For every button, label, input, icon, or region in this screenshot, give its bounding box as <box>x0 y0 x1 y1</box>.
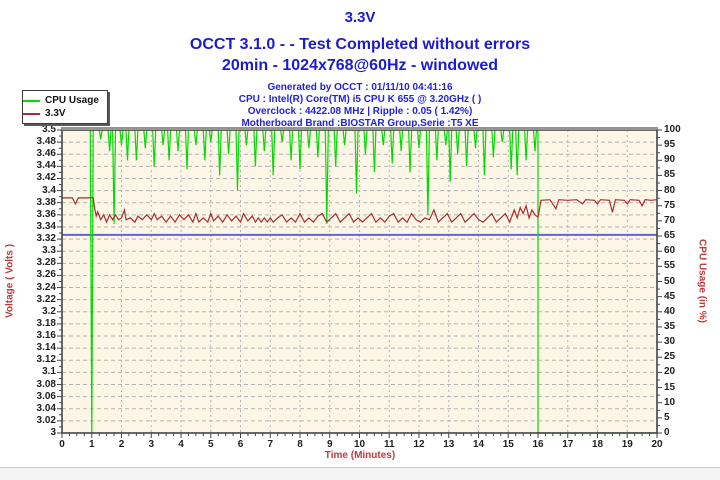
y-left-tick-label: 3.46 <box>36 148 56 160</box>
legend: CPU Usage 3.3V <box>22 90 108 124</box>
y-left-tick-label: 3.1 <box>42 366 56 378</box>
y-left-tick-label: 3.26 <box>36 269 56 281</box>
info-cpu: CPU : Intel(R) Core(TM) i5 CPU K 655 @ 3… <box>238 94 482 105</box>
y-right-tick-label: 20 <box>664 366 676 378</box>
y-right-tick-label: 0 <box>664 427 670 438</box>
y-left-tick-label: 3.32 <box>36 233 56 245</box>
y-right-tick-label: 30 <box>664 336 676 348</box>
y-right-tick-label: 90 <box>664 154 676 166</box>
info-overclock-ripple: Overclock : 4422.08 MHz | Ripple : 0.05 … <box>247 106 473 117</box>
legend-label-cpu-usage: CPU Usage <box>45 95 99 106</box>
y-right-tick-label: 10 <box>664 396 676 408</box>
y-left-tick-label: 3.08 <box>36 378 56 390</box>
y-left-tick-label: 3.04 <box>36 402 56 414</box>
y-left-tick-label: 3.16 <box>36 330 56 342</box>
legend-label-3-3v: 3.3V <box>45 108 66 119</box>
info-motherboard: Motherboard Brand :BIOSTAR Group,Serie :… <box>241 118 479 129</box>
y-right-tick-label: 60 <box>664 245 676 257</box>
y-left-tick-label: 3.12 <box>36 354 56 366</box>
y-right-tick-label: 45 <box>664 290 676 302</box>
y-right-tick-label: 80 <box>664 184 676 196</box>
chart-title: 3.3V <box>344 9 376 26</box>
x-tick-label: 20 <box>651 439 663 450</box>
y-left-tick-label: 3.34 <box>36 220 56 232</box>
y-left-tick-label: 3.38 <box>36 196 56 208</box>
y-right-tick-label: 35 <box>664 320 676 332</box>
y-left-tick-label: 3.2 <box>42 305 56 317</box>
x-tick-label: 6 <box>237 439 244 450</box>
y-right-tick-label: 55 <box>664 260 676 272</box>
cpu-usage-line-swatch <box>23 99 40 102</box>
y-left-tick-label: 3.22 <box>36 293 56 305</box>
y-right-tick-label: 95 <box>664 139 676 151</box>
voltage-line-swatch <box>23 112 40 115</box>
x-tick-label: 12 <box>413 439 425 450</box>
x-tick-label: 5 <box>207 439 214 450</box>
legend-item-3-3v: 3.3V <box>23 107 99 120</box>
y-right-tick-label: 75 <box>664 199 676 211</box>
y-right-tick-label: 65 <box>664 230 676 242</box>
y-right-tick-label: 5 <box>664 411 670 423</box>
x-tick-label: 8 <box>297 439 303 450</box>
legend-item-cpu-usage: CPU Usage <box>23 94 99 107</box>
y-left-tick-label: 3.5 <box>42 124 56 135</box>
y-left-tick-label: 3.28 <box>36 257 56 269</box>
x-tick-label: 17 <box>562 439 574 450</box>
window-bottom-edge <box>0 467 720 480</box>
test-status-line: OCCT 3.1.0 - - Test Completed without er… <box>189 36 531 53</box>
voltage-line <box>62 197 658 224</box>
y-right-tick-label: 85 <box>664 169 676 181</box>
y-right-tick-label: 25 <box>664 351 676 363</box>
y-left-tick-label: 3.4 <box>42 184 56 196</box>
x-tick-label: 14 <box>472 439 485 450</box>
y-right-tick-label: 70 <box>664 214 676 226</box>
y-left-tick-label: 3.42 <box>36 172 56 184</box>
y-left-tick-label: 3.44 <box>36 160 56 172</box>
x-tick-label: 18 <box>591 439 604 450</box>
info-generated-by: Generated by OCCT : 01/11/10 04:41:16 <box>267 82 453 93</box>
x-tick-label: 11 <box>383 439 395 450</box>
y-right-tick-label: 15 <box>664 381 676 393</box>
x-tick-label: 16 <box>532 439 544 450</box>
x-tick-label: 1 <box>88 439 95 450</box>
y-left-tick-label: 3.18 <box>36 317 56 329</box>
x-tick-label: 10 <box>353 439 366 450</box>
y-left-tick-label: 3 <box>50 427 56 438</box>
x-tick-label: 9 <box>326 439 333 450</box>
x-tick-label: 0 <box>59 439 65 450</box>
x-tick-label: 15 <box>502 439 514 450</box>
test-config-line: 20min - 1024x768@60Hz - windowed <box>221 57 499 74</box>
y-right-tick-label: 50 <box>664 275 676 287</box>
x-axis-title-time: Time (Minutes) <box>324 450 396 461</box>
y-left-tick-label: 3.3 <box>42 245 56 257</box>
x-tick-label: 7 <box>267 439 274 450</box>
y-right-tick-label: 100 <box>664 124 681 135</box>
y-left-tick-label: 3.24 <box>36 281 56 293</box>
y-left-tick-label: 3.48 <box>36 136 56 148</box>
y-left-tick-label: 3.14 <box>36 342 56 354</box>
y-left-tick-label: 3.06 <box>36 390 56 402</box>
y-left-tick-label: 3.36 <box>36 208 56 220</box>
x-tick-label: 2 <box>118 439 125 450</box>
x-tick-label: 19 <box>621 439 633 450</box>
y-right-tick-label: 40 <box>664 305 676 317</box>
x-tick-label: 3 <box>148 439 155 450</box>
y-left-tick-label: 3.02 <box>36 414 56 426</box>
x-tick-label: 13 <box>443 439 455 450</box>
x-tick-label: 4 <box>178 439 184 450</box>
